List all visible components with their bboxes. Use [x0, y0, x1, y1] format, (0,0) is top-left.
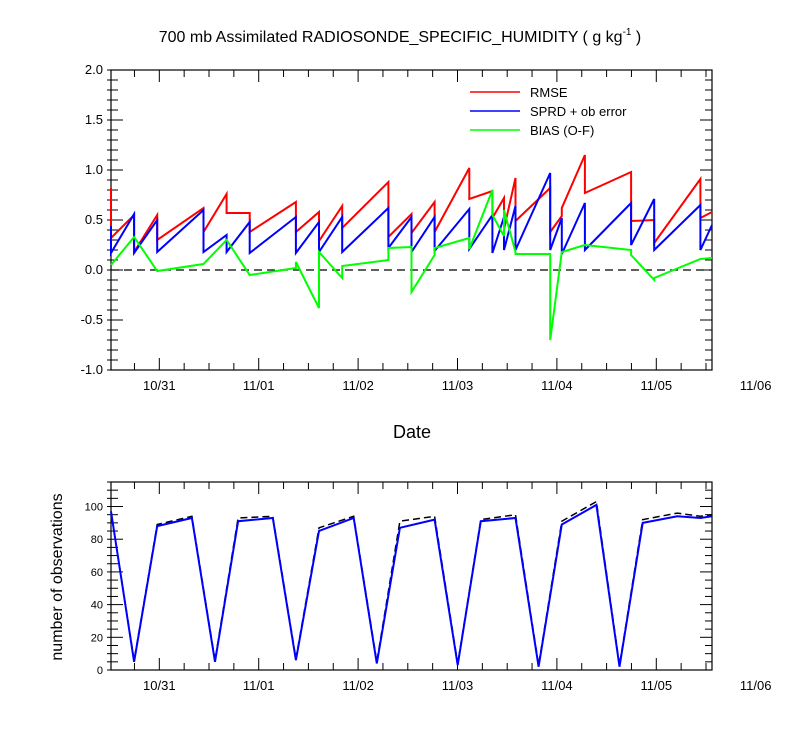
x-axis-label: Date: [393, 422, 431, 442]
y-tick-label: 1.5: [85, 112, 103, 127]
observations-panel: 0 20 40 60 80 100 10/31 11/01 11/02 11/03 11/04 11…: [49, 481, 771, 693]
x-tick-label: 11/04: [541, 678, 573, 693]
legend-label: RMSE: [530, 85, 568, 100]
series-lines: [110, 154, 713, 341]
legend-label: BIAS (O-F): [530, 123, 594, 138]
title-superscript: -1: [623, 27, 632, 38]
series-line: [110, 154, 713, 256]
y-tick-label: 80: [91, 534, 103, 546]
x-tick-label: 11/02: [342, 678, 374, 693]
x-tick-label: 11/03: [442, 378, 474, 393]
y-tick-label: 100: [85, 502, 103, 514]
plot-frame: [110, 481, 713, 671]
x-tick-label: 11/06: [740, 678, 772, 693]
y-tick-label: 0: [97, 665, 103, 677]
x-tick-label: 11/05: [641, 378, 673, 393]
y-tick-label: 1.0: [85, 162, 103, 177]
x-tick-label: 11/05: [641, 678, 673, 693]
x-tick-label: 10/31: [143, 678, 176, 693]
y-axis-label: number of observations: [49, 493, 66, 660]
series-line: [110, 172, 713, 257]
y-tick-label: 60: [91, 567, 103, 579]
x-tick-label: 11/04: [541, 378, 573, 393]
x-tick-label: 11/06: [740, 378, 772, 393]
y-tick-labels: 0 20 40 60 80 100: [85, 502, 103, 677]
x-tick-label: 11/01: [243, 678, 275, 693]
x-tick-label: 10/31: [143, 378, 176, 393]
y-tick-label: 20: [91, 632, 103, 644]
y-tick-label: 0.5: [85, 212, 103, 227]
x-tick-label: 11/02: [342, 378, 374, 393]
y-tick-label: 2.0: [85, 62, 103, 77]
series-line: [110, 189, 713, 341]
x-tick-label: 11/03: [442, 678, 474, 693]
series-lines: [110, 500, 713, 667]
chart-title: 700 mb Assimilated RADIOSONDE_SPECIFIC_H…: [159, 27, 642, 46]
x-tick-label: 11/01: [243, 378, 275, 393]
y-tick-label: -0.5: [81, 312, 103, 327]
y-tick-label: 0.0: [85, 262, 103, 277]
y-tick-label: 40: [91, 600, 103, 612]
series-line: [110, 500, 713, 666]
axis-ticks: [107, 69, 712, 371]
title-end: ): [631, 29, 641, 46]
x-tick-labels: 10/31 11/01 11/02 11/03 11/04 11/05 11/06: [143, 678, 771, 693]
legend: RMSE SPRD + ob error BIAS (O-F): [470, 85, 627, 138]
x-tick-labels: 10/31 11/01 11/02 11/03 11/04 11/05 11/06: [143, 378, 771, 393]
y-tick-labels: -1.0 -0.5 0.0 0.5 1.0 1.5 2.0: [81, 62, 103, 377]
humidity-panel: -1.0-0.50.00.51.01.52.0 10/31 11/01 11/02 1…: [81, 62, 772, 442]
series-line: [110, 503, 713, 667]
legend-label: SPRD + ob error: [530, 104, 627, 119]
axis-ticks: [107, 481, 712, 671]
y-tick-label: -1.0: [81, 362, 103, 377]
